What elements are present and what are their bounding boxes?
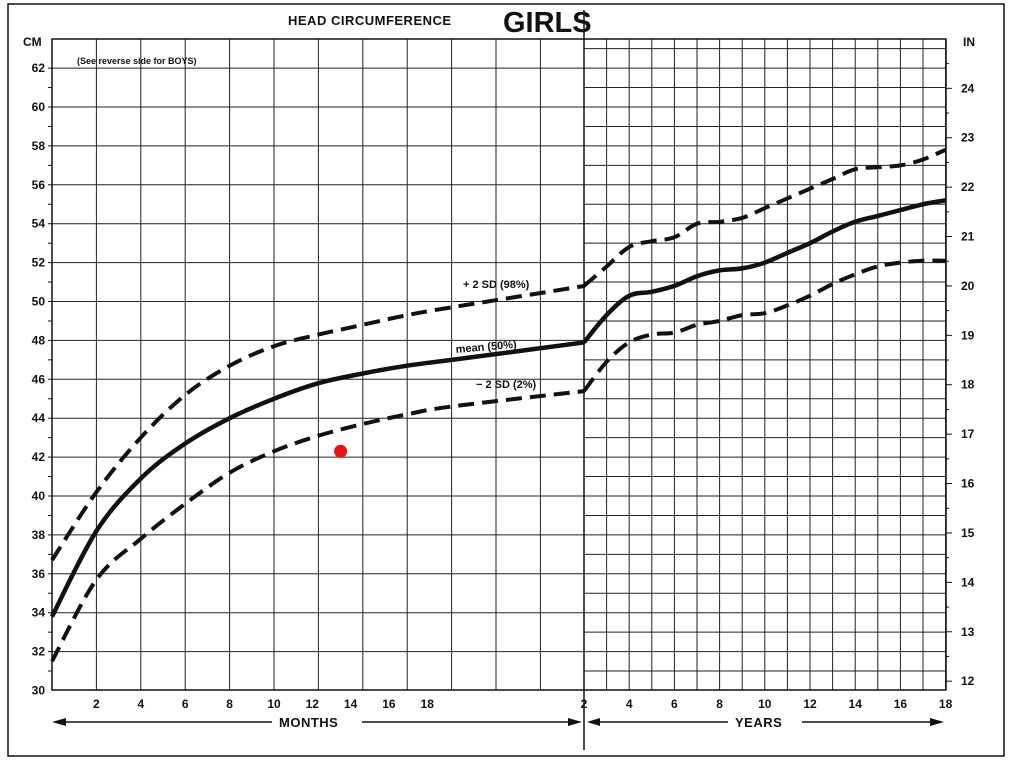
series-label-plus-2sd: + 2 SD (98%) — [463, 279, 530, 291]
x-month-tick-label: 14 — [344, 697, 358, 711]
x-month-tick-label: 12 — [306, 697, 320, 711]
x-year-tick-label: 2 — [581, 697, 588, 711]
curve-plus-2sd-years — [582, 147, 947, 288]
series-label-mean: mean (50%) — [455, 339, 517, 356]
x-months-label: MONTHS — [279, 715, 338, 730]
months-arrow-right-head — [568, 718, 582, 726]
y-left-tick-label: 62 — [32, 61, 46, 75]
y-left-tick-label: 48 — [32, 333, 46, 347]
series-label-minus-2sd: − 2 SD (2%) — [476, 379, 537, 391]
y-left-tick-label: 58 — [32, 139, 46, 153]
y-right-tick-label: 15 — [961, 526, 975, 540]
y-right-tick-label: 17 — [961, 427, 975, 441]
x-month-tick-label: 4 — [137, 697, 144, 711]
tick-labels: 3032343638404244464850525456586062121314… — [32, 61, 975, 711]
years-arrow-right-head — [930, 718, 944, 726]
x-year-tick-label: 10 — [758, 697, 772, 711]
patient-data-point — [334, 444, 348, 458]
y-right-tick-label: 14 — [961, 575, 975, 589]
x-month-tick-label: 18 — [421, 697, 435, 711]
x-year-tick-label: 16 — [894, 697, 908, 711]
x-year-tick-label: 12 — [803, 697, 817, 711]
marker-layer — [334, 444, 348, 458]
chart-frame — [7, 3, 1005, 757]
x-month-tick-label: 2 — [93, 697, 100, 711]
years-arrow-left-head — [587, 718, 600, 726]
left-unit-label: CM — [23, 35, 42, 49]
x-year-tick-label: 6 — [671, 697, 678, 711]
y-left-tick-label: 56 — [32, 178, 46, 192]
chart-title-emphasis: GIRLS — [503, 7, 592, 39]
curve-plus-2sd-months — [50, 283, 586, 562]
curve-mean-months — [50, 340, 586, 618]
y-left-tick-label: 52 — [32, 256, 46, 270]
x-year-tick-label: 8 — [716, 697, 723, 711]
y-left-tick-label: 46 — [32, 372, 46, 386]
y-right-tick-label: 13 — [961, 625, 975, 639]
curve-mean-years — [582, 198, 946, 344]
y-right-tick-label: 24 — [961, 81, 975, 95]
y-left-tick-label: 42 — [32, 450, 46, 464]
chart-title: HEAD CIRCUMFERENCE — [288, 13, 452, 28]
plot-border — [51, 38, 947, 691]
curves — [50, 147, 947, 663]
grid — [52, 39, 947, 690]
x-month-tick-label: 16 — [382, 697, 396, 711]
labels: HEAD CIRCUMFERENCE GIRLS (See reverse si… — [23, 7, 975, 730]
y-left-tick-label: 60 — [32, 100, 46, 114]
x-years-label: YEARS — [735, 715, 782, 730]
y-right-tick-label: 12 — [961, 674, 975, 688]
x-month-tick-label: 6 — [182, 697, 189, 711]
y-right-tick-label: 18 — [961, 378, 975, 392]
reverse-side-note: (See reverse side for BOYS) — [77, 56, 197, 66]
y-right-tick-label: 22 — [961, 180, 975, 194]
y-right-tick-label: 23 — [961, 131, 975, 145]
y-right-tick-label: 16 — [961, 477, 975, 491]
y-left-tick-label: 44 — [32, 411, 46, 425]
y-left-tick-label: 50 — [32, 295, 46, 309]
y-left-tick-label: 30 — [32, 684, 46, 698]
outer-border — [7, 3, 1005, 757]
x-year-tick-label: 14 — [849, 697, 863, 711]
months-arrow-left-head — [52, 718, 66, 726]
x-month-tick-label: 8 — [226, 697, 233, 711]
y-right-tick-label: 19 — [961, 328, 975, 342]
y-left-tick-label: 32 — [32, 645, 46, 659]
y-left-tick-label: 36 — [32, 567, 46, 581]
x-month-tick-label: 10 — [267, 697, 281, 711]
y-left-tick-label: 34 — [32, 606, 46, 620]
y-left-tick-label: 40 — [32, 489, 46, 503]
curve-minus-2sd-years — [582, 258, 946, 393]
y-left-tick-label: 54 — [32, 217, 46, 231]
y-right-tick-label: 20 — [961, 279, 975, 293]
y-right-tick-label: 21 — [961, 230, 975, 244]
x-year-tick-label: 4 — [626, 697, 633, 711]
x-year-tick-label: 18 — [939, 697, 953, 711]
curve-minus-2sd-months — [50, 389, 586, 663]
right-unit-label: IN — [963, 35, 975, 49]
y-left-tick-label: 38 — [32, 528, 46, 542]
